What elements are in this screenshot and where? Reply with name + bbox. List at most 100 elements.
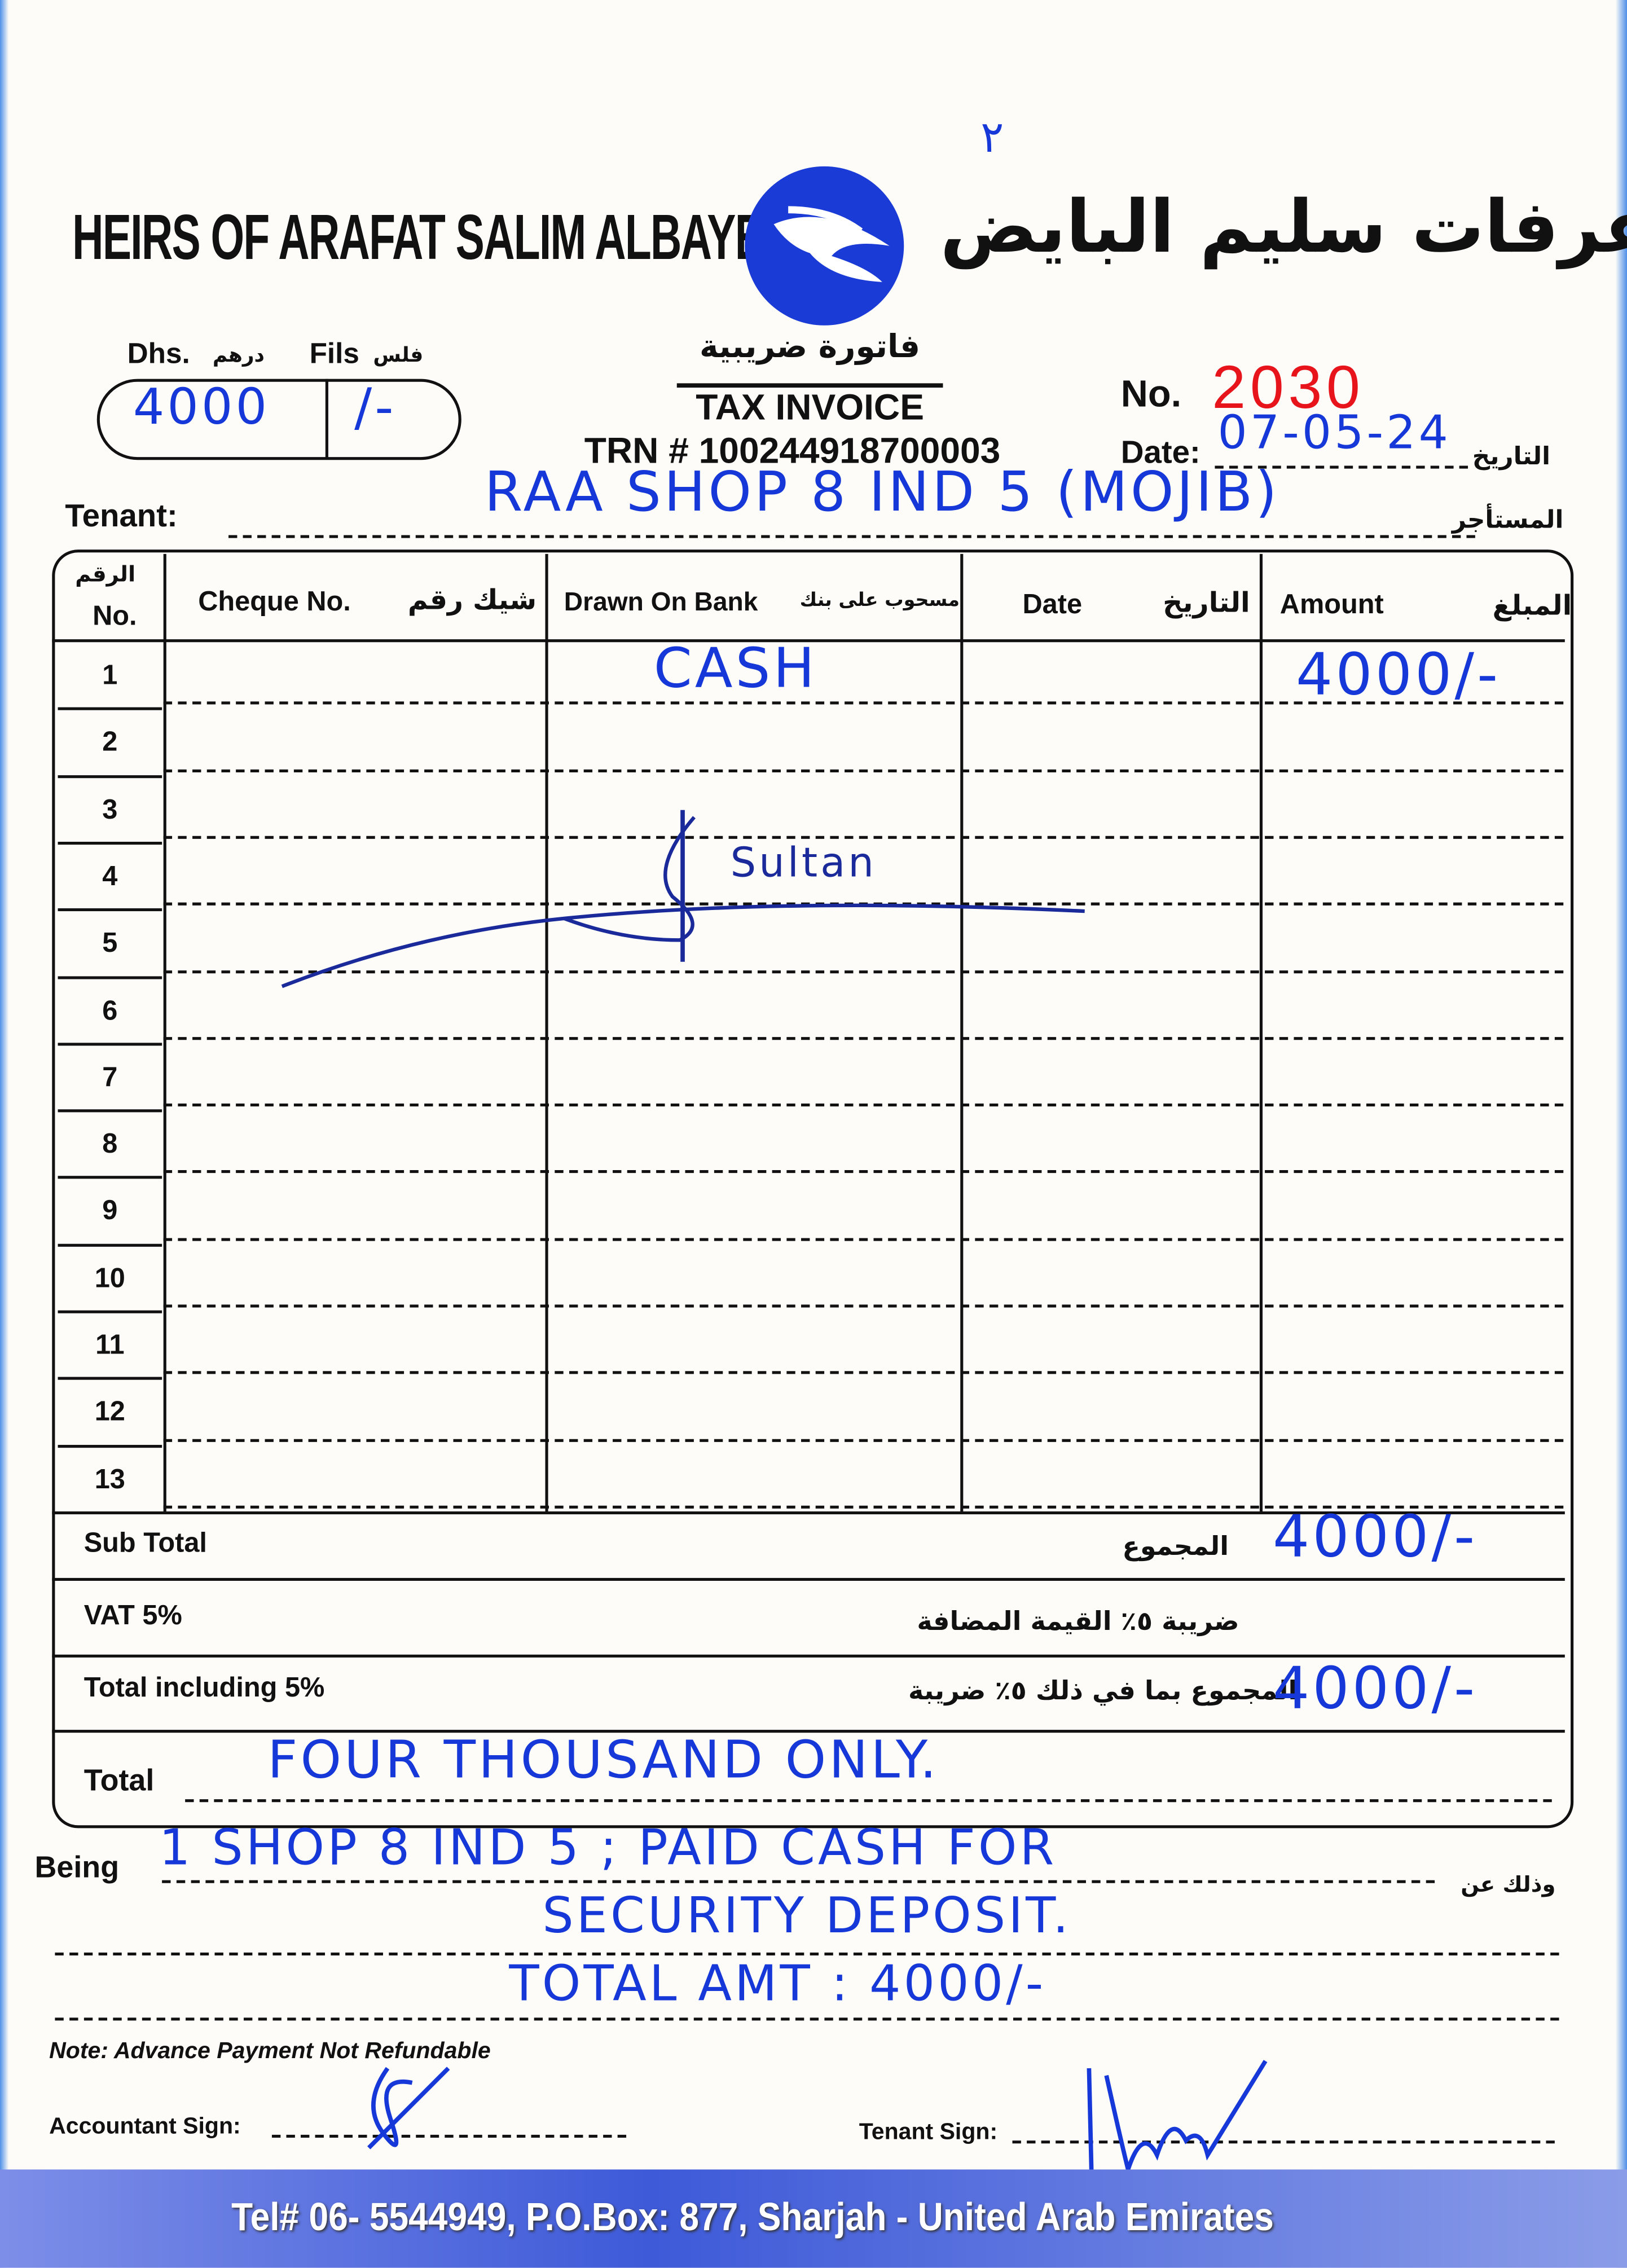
total-incl-label-ar: المجموع بما في ذلك ٥٪ ضريبة bbox=[908, 1676, 1298, 1707]
row-separator bbox=[58, 775, 162, 778]
header-rule bbox=[52, 639, 1565, 643]
row-separator bbox=[58, 841, 162, 845]
dhs-value: 4000 bbox=[133, 379, 270, 437]
column-divider bbox=[960, 553, 964, 1511]
tenant-sign-line bbox=[1012, 2140, 1555, 2144]
row-separator bbox=[58, 1310, 162, 1313]
subtotal-value: 4000/- bbox=[1272, 1504, 1478, 1571]
trn-number: TRN # 100244918700003 bbox=[584, 430, 1001, 472]
row-separator bbox=[58, 1444, 162, 1448]
fils-value: /- bbox=[354, 379, 397, 438]
row-separator bbox=[58, 1377, 162, 1381]
accountant-sign-line bbox=[271, 2134, 627, 2138]
table-row bbox=[163, 836, 1564, 839]
cheque-table bbox=[52, 550, 1574, 1829]
fils-label: Fils bbox=[309, 338, 359, 371]
total-incl-value: 4000/- bbox=[1272, 1656, 1478, 1723]
row-separator bbox=[58, 1243, 162, 1247]
row-number: 9 bbox=[102, 1197, 118, 1227]
row-separator bbox=[58, 1042, 162, 1045]
summary-rule bbox=[52, 1511, 1565, 1515]
row-number: 2 bbox=[102, 728, 118, 759]
total-line bbox=[185, 1799, 1552, 1803]
amount-box-divider bbox=[325, 379, 328, 459]
scan-edge bbox=[1615, 0, 1627, 2268]
header-bank: Drawn On Bank bbox=[564, 587, 758, 617]
being-line bbox=[55, 2018, 1559, 2021]
header-date: Date bbox=[1022, 590, 1083, 621]
tenant-label-ar: المستأجر bbox=[1452, 506, 1564, 535]
being-line-2: SECURITY DEPOSIT. bbox=[542, 1887, 1072, 1946]
tenant-line bbox=[228, 535, 1475, 538]
row-number: 6 bbox=[102, 996, 118, 1026]
header-cheque-ar: شيك رقم bbox=[407, 584, 537, 617]
header-no-ar: الرقم bbox=[75, 561, 136, 587]
subtotal-label: Sub Total bbox=[83, 1528, 207, 1559]
being-line-3: TOTAL AMT : 4000/- bbox=[509, 1955, 1046, 2014]
amount-box bbox=[96, 379, 461, 460]
row-1-amount: 4000/- bbox=[1295, 642, 1501, 709]
row-number: 11 bbox=[95, 1330, 125, 1361]
company-name-en: HEIRS OF ARAFAT SALIM ALBAYEDH bbox=[72, 202, 824, 274]
row-1-bank: CASH bbox=[653, 636, 818, 700]
accountant-sign-label: Accountant Sign: bbox=[49, 2114, 241, 2139]
column-divider bbox=[163, 553, 166, 1511]
row-separator bbox=[58, 975, 162, 979]
subtotal-label-ar: المجموع bbox=[1122, 1531, 1229, 1562]
signature-scribble bbox=[281, 810, 1085, 988]
row-number: 12 bbox=[94, 1397, 125, 1429]
scan-edge bbox=[0, 0, 9, 2268]
doc-title-ar: فاتورة ضريبية bbox=[700, 329, 921, 366]
row-number: 1 bbox=[102, 661, 118, 692]
invoice-number: 2030 bbox=[1212, 353, 1365, 421]
row-number: 13 bbox=[94, 1464, 125, 1495]
column-divider bbox=[1259, 553, 1263, 1511]
total-words: FOUR THOUSAND ONLY. bbox=[267, 1731, 940, 1791]
header-amount-ar: المبلغ bbox=[1492, 590, 1572, 622]
total-incl-label: Total including 5% bbox=[83, 1673, 325, 1704]
table-row bbox=[163, 969, 1564, 973]
tenant-value: RAA SHOP 8 IND 5 (MOJIB) bbox=[484, 460, 1280, 524]
table-row bbox=[163, 1170, 1564, 1174]
header-date-ar: التاريخ bbox=[1163, 587, 1250, 619]
summary-rule bbox=[52, 1730, 1565, 1733]
header-amount: Amount bbox=[1279, 590, 1384, 621]
row-number: 7 bbox=[102, 1062, 118, 1093]
summary-rule bbox=[52, 1654, 1565, 1658]
table-row bbox=[163, 1505, 1564, 1509]
date-line bbox=[1215, 465, 1468, 469]
dhs-label-ar: درهم bbox=[212, 344, 265, 368]
header-no: No. bbox=[93, 601, 137, 632]
footer-band bbox=[0, 2169, 1627, 2268]
being-line bbox=[55, 1952, 1559, 1955]
date-value: 07-05-24 bbox=[1217, 405, 1451, 460]
tenant-sign-label: Tenant Sign: bbox=[859, 2120, 998, 2145]
vat-label: VAT 5% bbox=[83, 1601, 182, 1632]
invoice-no-label: No. bbox=[1120, 371, 1182, 415]
bird-logo-icon bbox=[745, 166, 904, 326]
row-separator bbox=[58, 1109, 162, 1113]
being-label-ar: وذلك عن bbox=[1461, 1871, 1556, 1898]
table-row bbox=[163, 1104, 1564, 1107]
header-cheque: Cheque No. bbox=[198, 587, 351, 618]
date-label: Date: bbox=[1120, 434, 1201, 471]
summary-rule bbox=[52, 1577, 1565, 1581]
footer-contact: Tel# 06- 5544949, P.O.Box: 877, Sharjah … bbox=[231, 2195, 1274, 2239]
header-bank-ar: مسحوب على بنك bbox=[799, 590, 960, 612]
table-row bbox=[163, 1036, 1564, 1040]
dhs-label: Dhs. bbox=[127, 338, 190, 371]
table-row bbox=[163, 1438, 1564, 1441]
accountant-signature bbox=[367, 2067, 450, 2150]
being-line-1: 1 SHOP 8 IND 5 ; PAID CASH FOR bbox=[159, 1819, 1057, 1878]
row-number: 3 bbox=[102, 794, 118, 825]
fils-label-ar: فلس bbox=[373, 344, 424, 368]
tenant-label: Tenant: bbox=[65, 497, 178, 534]
company-name-ar: ورثة عرفات سليم البايض bbox=[940, 185, 1627, 269]
row-number: 5 bbox=[102, 929, 118, 960]
note-text: Note: Advance Payment Not Refundable bbox=[49, 2039, 491, 2064]
row-separator bbox=[58, 1176, 162, 1180]
being-line bbox=[162, 1880, 1435, 1883]
vat-label-ar: ضريبة ٥٪ القيمة المضافة bbox=[917, 1607, 1239, 1637]
row-number: 8 bbox=[102, 1129, 118, 1161]
